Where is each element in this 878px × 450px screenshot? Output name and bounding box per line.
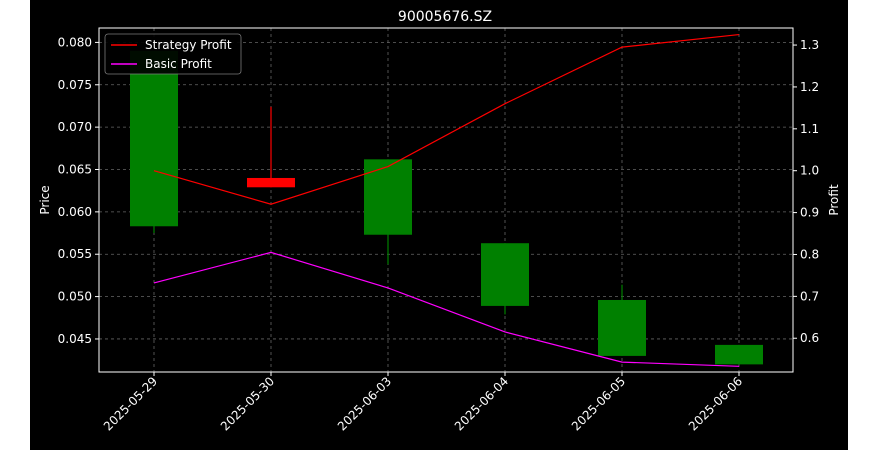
- y-left-tick-label: 0.045: [58, 332, 92, 346]
- y-left-tick-label: 0.070: [58, 120, 92, 134]
- y-axis-left: 0.045 0.050 0.055 0.060 0.065 0.070 0.075 0.080: [58, 35, 99, 346]
- chart-title: 90005676.SZ: [398, 9, 492, 25]
- series-line-strategy-profit: [153, 33, 740, 205]
- plot-frame: [98, 27, 794, 373]
- y-left-tick-label: 0.050: [58, 290, 92, 304]
- y-right-tick-label: 1.2: [800, 80, 819, 94]
- y-left-tick-label: 0.055: [58, 247, 92, 261]
- profit-lines: [153, 33, 740, 367]
- legend-label: Basic Profit: [145, 57, 212, 71]
- candle-body: [481, 243, 529, 306]
- y-axis-right-label: Profit: [827, 184, 841, 216]
- y-axis-right: 0.6 0.7 0.8 0.9 1.0 1.1 1.2 1.3: [793, 38, 819, 345]
- y-right-tick-label: 0.8: [800, 247, 819, 261]
- series-line-basic-profit: [153, 251, 740, 367]
- legend-label: Strategy Profit: [145, 38, 232, 52]
- candle-body: [247, 177, 295, 188]
- legend-box: [104, 33, 242, 75]
- y-right-tick-label: 1.1: [800, 122, 819, 136]
- y-right-tick-label: 0.6: [800, 331, 819, 345]
- y-right-tick-label: 0.9: [800, 206, 819, 220]
- y-axis-left-label: Price: [38, 185, 52, 214]
- y-right-tick-label: 0.7: [800, 289, 819, 303]
- candle-body: [715, 344, 763, 365]
- y-left-tick-label: 0.060: [58, 205, 92, 219]
- y-right-tick-label: 1.0: [800, 164, 819, 178]
- y-left-tick-label: 0.075: [58, 78, 92, 92]
- candle-body: [598, 299, 646, 356]
- grid: [99, 28, 793, 372]
- candles: [130, 50, 763, 365]
- y-left-tick-label: 0.065: [58, 162, 92, 176]
- y-left-tick-label: 0.080: [58, 35, 92, 49]
- y-right-tick-label: 1.3: [800, 38, 819, 52]
- legend: Strategy Profit Basic Profit: [104, 33, 242, 75]
- candle-body: [364, 159, 412, 235]
- candle-body: [130, 50, 178, 227]
